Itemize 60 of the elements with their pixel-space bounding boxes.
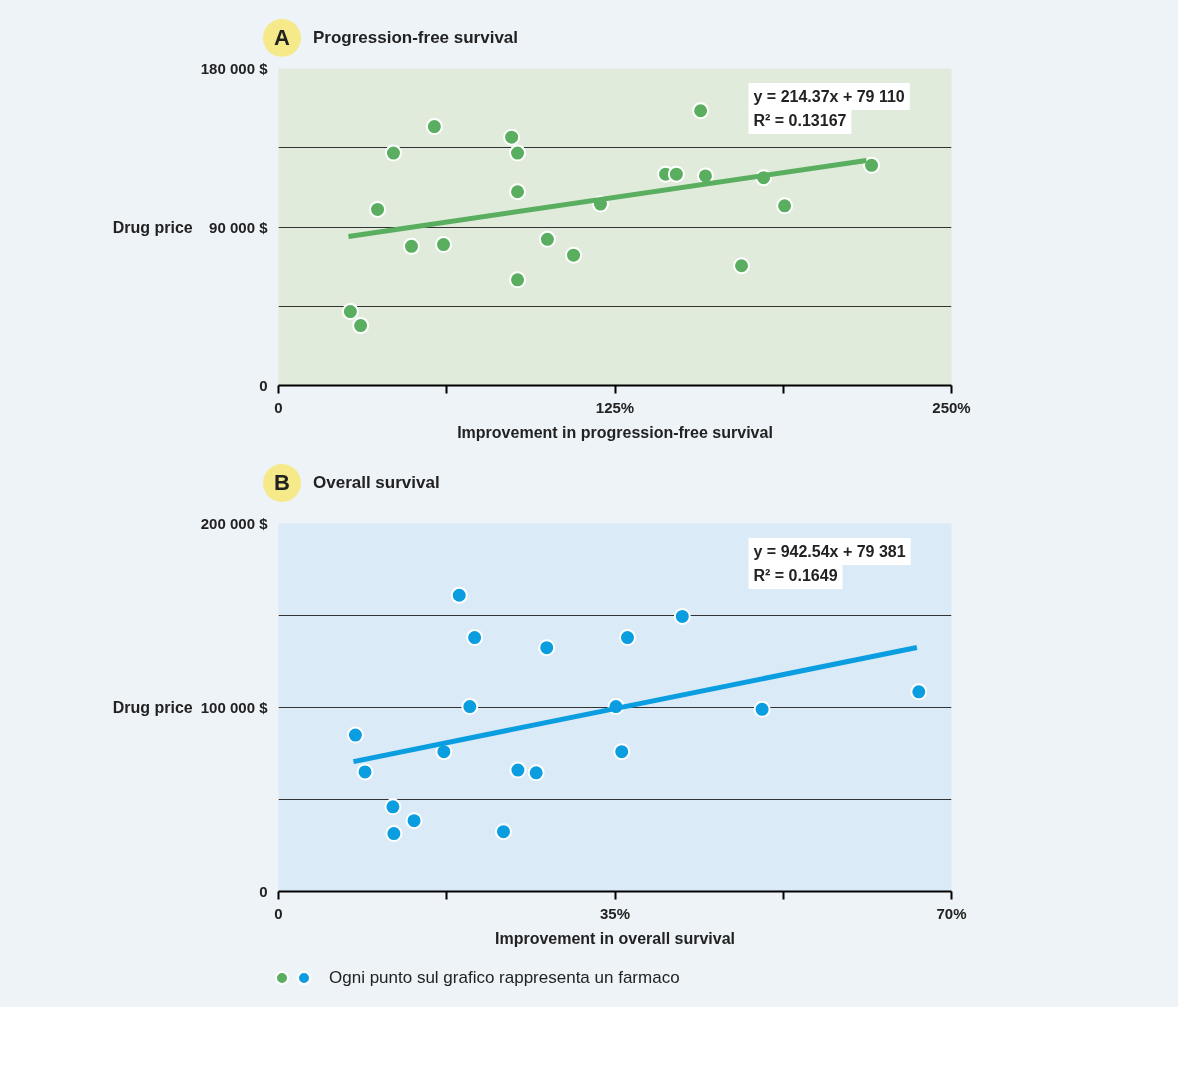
x-tick-label: 35% (599, 904, 631, 922)
annotation: R² = 0.13167 (753, 112, 847, 129)
point (509, 271, 527, 289)
point (435, 236, 453, 254)
point (341, 303, 359, 321)
y-tick-label: 180 000 $ (200, 60, 269, 77)
x-axis-title: Improvement in overall survival (494, 929, 736, 947)
point (494, 823, 512, 841)
point (346, 726, 364, 744)
point (538, 230, 556, 248)
point (538, 639, 556, 657)
annotation: y = 214.37x + 79 110 (753, 88, 905, 105)
x-tick-label: 125% (595, 398, 635, 416)
chart-title: Progression-free survival (313, 26, 519, 49)
point (450, 586, 468, 604)
text: B (263, 464, 301, 502)
point (619, 629, 636, 647)
text: Ogni punto sul grafico rappresenta un farmaco (329, 967, 680, 989)
point (667, 165, 685, 183)
annotation: R² = 0.1649 (753, 567, 838, 584)
y-tick-label: 0 (259, 883, 268, 900)
point (503, 128, 521, 146)
point (733, 257, 751, 275)
point (384, 798, 402, 816)
x-tick-label: 0 (274, 904, 283, 922)
point (384, 144, 402, 162)
x-tick-label: 250% (932, 398, 971, 416)
point (673, 607, 691, 625)
y-tick-label: 100 000 $ (200, 699, 269, 716)
point (509, 183, 527, 201)
x-axis-title: Improvement in progression-free survival (457, 423, 773, 441)
point (466, 629, 484, 647)
point (527, 764, 545, 782)
y-tick-label: 0 (259, 377, 268, 394)
point (753, 700, 771, 718)
point (863, 156, 881, 174)
point (509, 144, 527, 162)
text: A (263, 19, 301, 57)
x-tick-label: 0 (274, 398, 283, 416)
annotation: y = 942.54x + 79 381 (753, 543, 906, 560)
point (509, 761, 527, 779)
point (385, 825, 403, 843)
y-tick-label: 90 000 $ (209, 218, 269, 236)
point (565, 246, 583, 264)
point (405, 812, 423, 830)
point (425, 118, 443, 136)
chart-title: Overall survival (313, 471, 440, 494)
x-tick-label: 70% (936, 904, 967, 922)
y-tick-label: 200 000 $ (200, 515, 269, 532)
point (369, 200, 387, 218)
point (776, 197, 794, 215)
y-axis-title: Drug price (112, 218, 193, 236)
y-axis-title: Drug price (112, 699, 193, 716)
point (402, 237, 420, 255)
point (352, 317, 370, 335)
point (613, 743, 631, 761)
point (461, 698, 479, 716)
point (692, 102, 710, 120)
point (356, 763, 374, 781)
point (910, 683, 928, 701)
